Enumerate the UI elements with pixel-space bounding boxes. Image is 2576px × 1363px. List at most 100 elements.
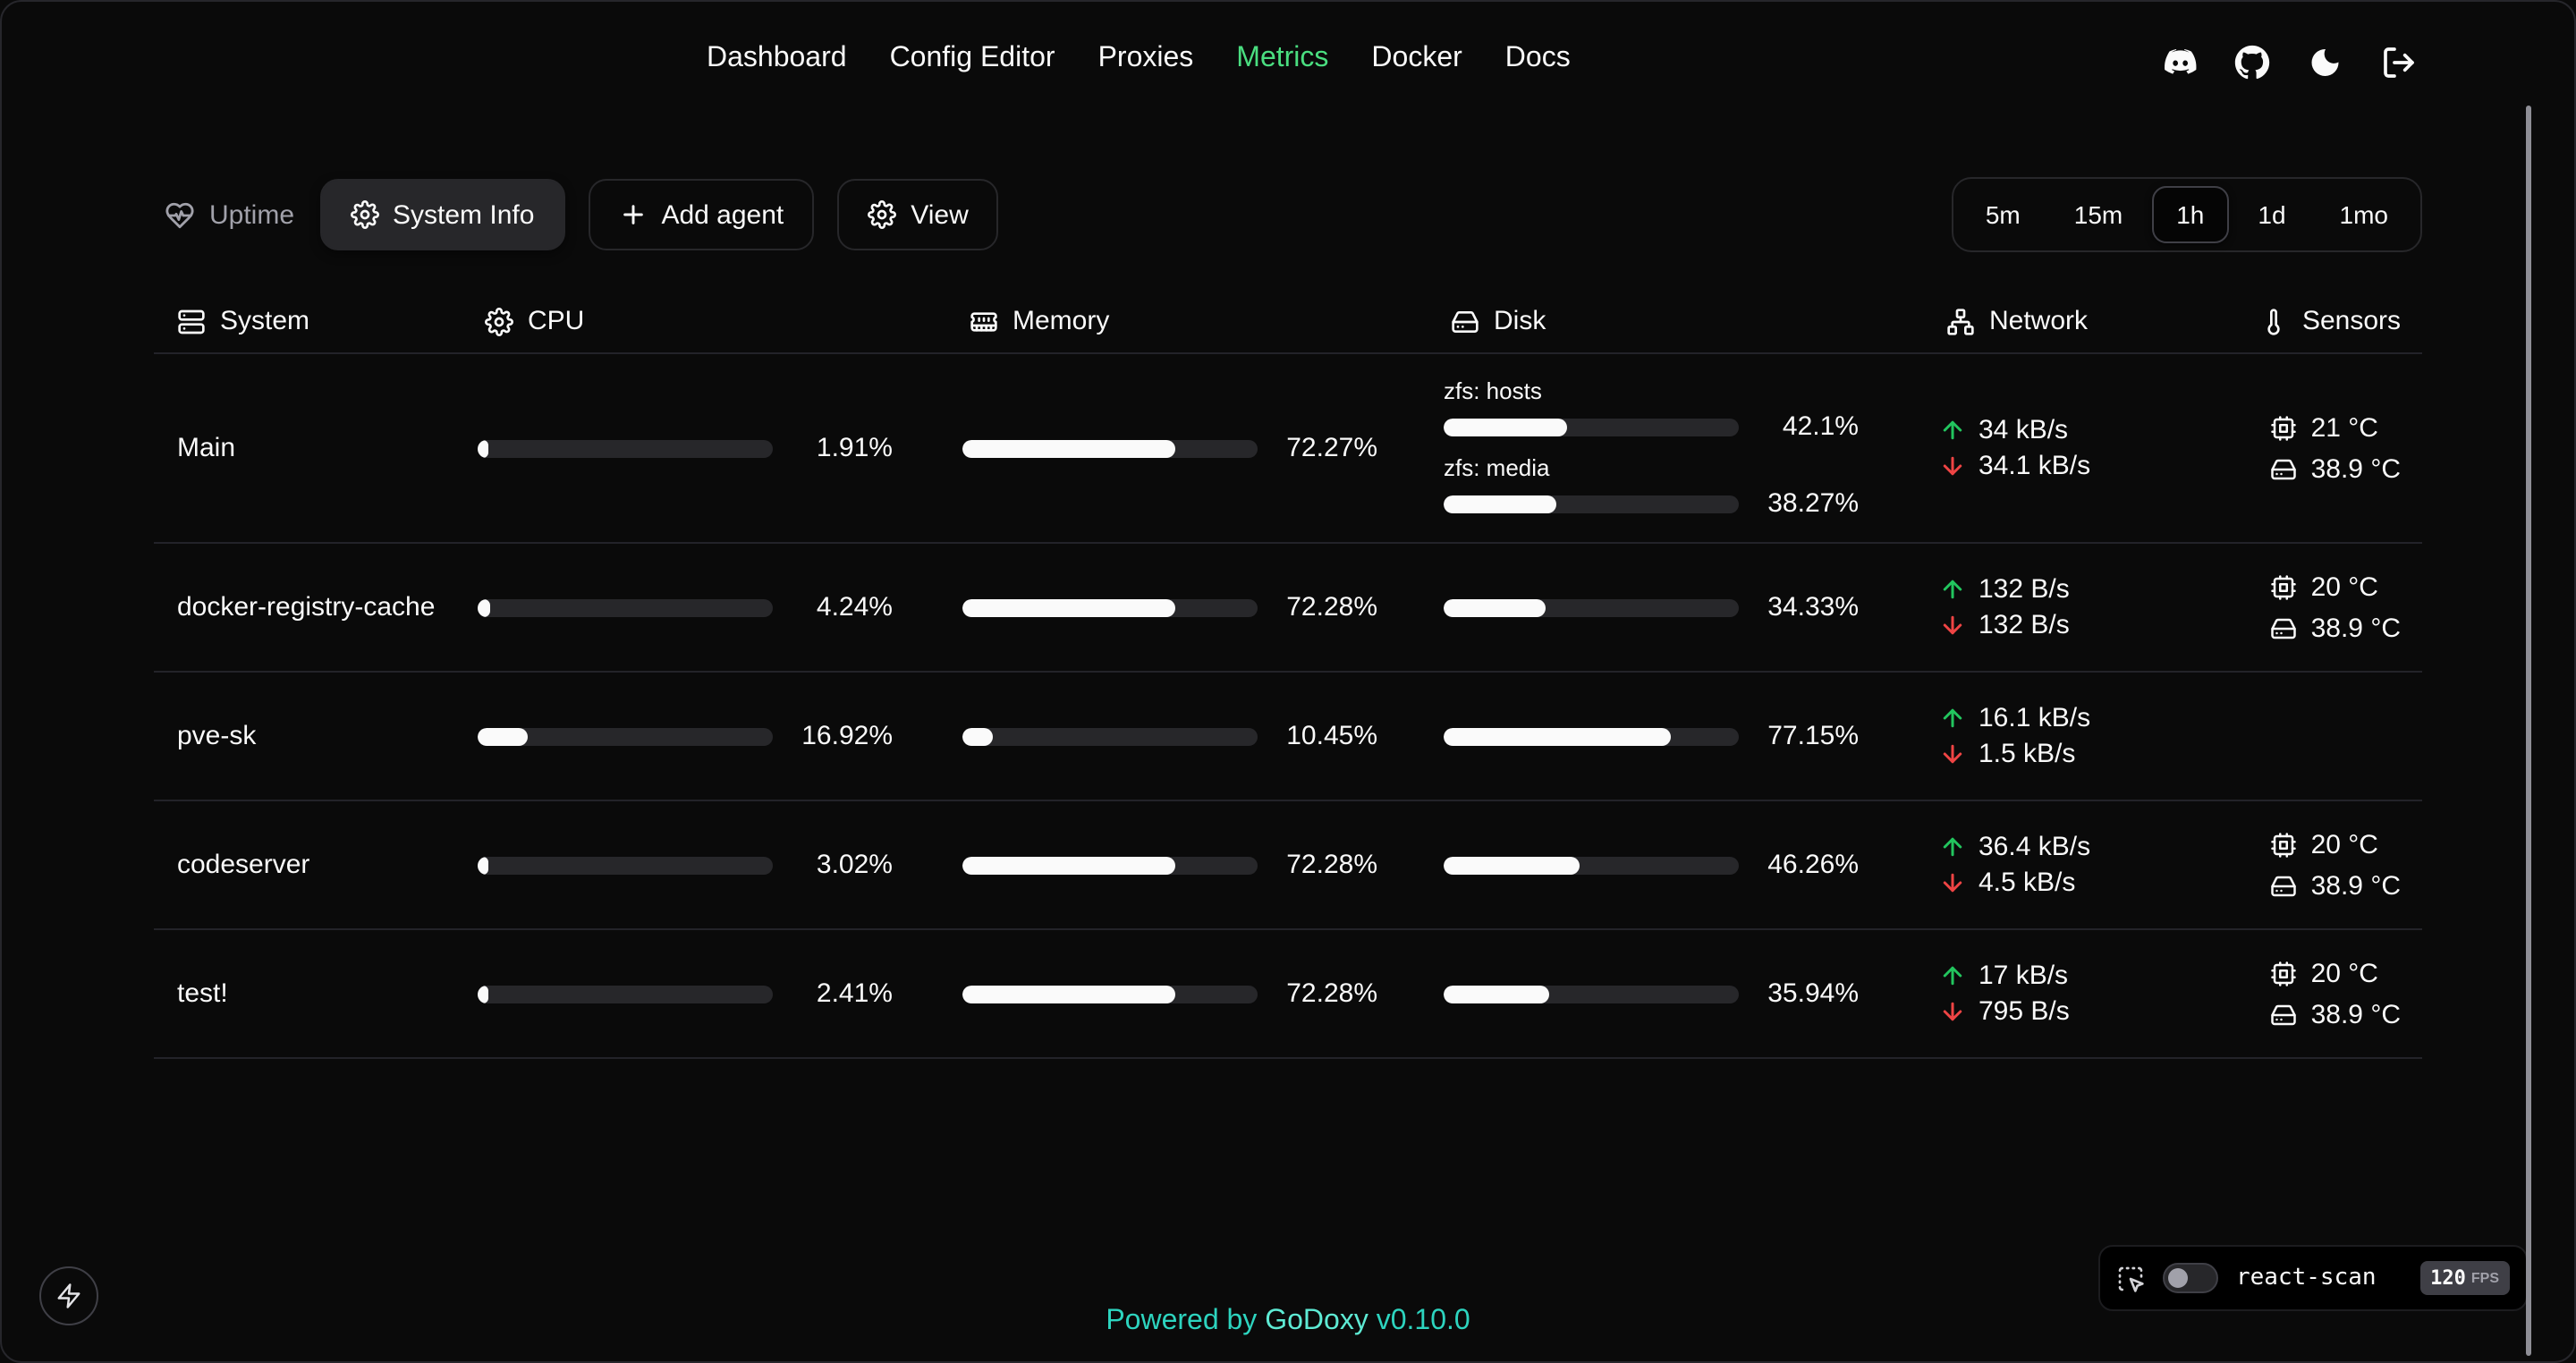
header-sensors-label: Sensors xyxy=(2301,306,2401,336)
godoxy-link[interactable]: GoDoxy xyxy=(1265,1306,1368,1336)
uptime-tab[interactable]: Uptime xyxy=(154,199,319,230)
sensor-reading: 38.9 °C xyxy=(2270,613,2401,643)
memory-icon xyxy=(970,311,997,331)
cpu-usage-bar xyxy=(478,727,773,745)
nav-item-metrics[interactable]: Metrics xyxy=(1236,43,1329,73)
network-cell: 36.4 kB/s 4.5 kB/s xyxy=(1939,832,2252,898)
sensor-reading: 38.9 °C xyxy=(2270,999,2401,1029)
react-scan-label: react-scan xyxy=(2236,1265,2377,1291)
cpu-chip-icon xyxy=(2270,961,2296,986)
footer: Powered by GoDoxy v0.10.0 xyxy=(0,1306,2576,1338)
disk-label: zfs: hosts xyxy=(1444,377,1542,404)
arrow-down-icon xyxy=(1943,456,1962,476)
heart-pulse-icon xyxy=(165,201,194,228)
sensor-block: 20 °C 38.9 °C xyxy=(2270,829,2401,901)
time-range-1d[interactable]: 1d xyxy=(2258,200,2286,229)
table-row: docker-registry-cache 4.24% 72.28% 34.33… xyxy=(154,544,2422,673)
system-cell: Main xyxy=(154,433,478,463)
memory-cell: 72.27% xyxy=(962,433,1444,463)
memory-cell: 72.28% xyxy=(962,978,1444,1009)
version-link[interactable]: v0.10.0 xyxy=(1376,1306,1470,1336)
memory-cell: 72.28% xyxy=(962,850,1444,880)
github-icon[interactable] xyxy=(2233,43,2272,82)
disk-cell: 77.15% xyxy=(1444,698,1939,775)
arrow-down-icon xyxy=(1943,744,1962,764)
disk-meter: 46.26% xyxy=(1444,850,1939,880)
add-agent-button[interactable]: Add agent xyxy=(588,179,815,250)
hard-drive-icon xyxy=(2270,1003,2296,1025)
scrollbar-thumb[interactable] xyxy=(2526,106,2531,1356)
view-button[interactable]: View xyxy=(837,179,999,250)
disk-usage-value: 34.33% xyxy=(1767,592,1859,622)
hard-drive-icon xyxy=(1452,310,1479,332)
cpu-usage-value: 3.02% xyxy=(816,850,893,880)
cpu-usage-value: 16.92% xyxy=(801,721,893,751)
network-upload: 16.1 kB/s xyxy=(1939,703,2090,733)
hard-drive-icon xyxy=(2270,458,2296,479)
nav-actions xyxy=(2159,43,2419,82)
arrow-down-icon xyxy=(1943,615,1962,635)
time-range-5m[interactable]: 5m xyxy=(1985,200,2021,229)
zap-icon xyxy=(57,1283,80,1308)
time-range-1mo[interactable]: 1mo xyxy=(2339,200,2388,229)
sensors-cell: 20 °C 38.9 °C xyxy=(2252,829,2422,901)
disk-meter: 77.15% xyxy=(1444,721,1939,751)
disk-usage-bar xyxy=(1444,985,1739,1003)
main-nav: Dashboard Config Editor Proxies Metrics … xyxy=(707,43,1571,75)
disk-usage-bar-fill xyxy=(1444,495,1557,512)
arrow-up-icon xyxy=(1943,420,1962,440)
memory-usage-value: 10.45% xyxy=(1286,721,1377,751)
sensor-temp-value: 20 °C xyxy=(2310,571,2378,602)
net-down-value: 34.1 kB/s xyxy=(1979,451,2091,481)
net-down-value: 795 B/s xyxy=(1979,996,2070,1027)
nav-item-config-editor[interactable]: Config Editor xyxy=(889,43,1055,73)
disk-usage-bar xyxy=(1444,418,1739,436)
quick-actions-button[interactable] xyxy=(39,1266,98,1325)
disk-usage-bar-fill xyxy=(1444,727,1672,745)
nav-item-docs[interactable]: Docs xyxy=(1504,43,1571,73)
header-disk-label: Disk xyxy=(1494,306,1546,336)
gear-icon xyxy=(350,200,378,229)
metrics-toolbar: Uptime System Info Add agent View 5m 15m… xyxy=(154,175,2422,254)
sensor-block: 21 °C 38.9 °C xyxy=(2270,412,2401,484)
plus-icon xyxy=(623,205,643,224)
table-body: Main 1.91% 72.27% zfs: hosts 42.1% zfs: me… xyxy=(154,354,2422,1059)
system-name: Main xyxy=(177,433,236,463)
fps-badge: 120 FPS xyxy=(2419,1261,2510,1295)
memory-usage-bar xyxy=(962,598,1258,616)
time-range-1h[interactable]: 1h xyxy=(2151,186,2230,243)
system-name: test! xyxy=(177,978,228,1009)
time-range-15m[interactable]: 15m xyxy=(2073,200,2123,229)
disk-usage-value: 46.26% xyxy=(1767,850,1859,880)
nav-item-dashboard[interactable]: Dashboard xyxy=(707,43,847,73)
react-scan-toggle[interactable] xyxy=(2163,1263,2218,1293)
cpu-usage-bar-fill xyxy=(478,439,488,457)
network-upload: 17 kB/s xyxy=(1939,961,2068,991)
sensor-temp-value: 38.9 °C xyxy=(2310,613,2401,643)
nav-item-proxies[interactable]: Proxies xyxy=(1097,43,1194,73)
net-up-value: 36.4 kB/s xyxy=(1979,832,2091,862)
disk-cell: 34.33% xyxy=(1444,569,1939,646)
disk-usage-bar-fill xyxy=(1444,418,1568,436)
header-sensors: Sensors xyxy=(2252,306,2422,336)
nav-item-docker[interactable]: Docker xyxy=(1371,43,1462,73)
memory-usage-bar-fill xyxy=(962,727,994,745)
moon-icon[interactable] xyxy=(2306,43,2345,82)
logout-icon[interactable] xyxy=(2379,43,2419,82)
sensor-block: 20 °C 38.9 °C xyxy=(2270,571,2401,643)
cpu-usage-bar xyxy=(478,985,773,1003)
systems-metrics-table: System CPU Memory Disk Network Sensors xyxy=(154,290,2422,1059)
system-cell: codeserver xyxy=(154,850,478,880)
gear-icon xyxy=(868,200,897,229)
system-info-button[interactable]: System Info xyxy=(319,179,565,250)
cpu-usage-bar xyxy=(478,439,773,457)
inspect-icon[interactable] xyxy=(2116,1264,2145,1292)
table-row: Main 1.91% 72.27% zfs: hosts 42.1% zfs: me… xyxy=(154,354,2422,544)
network-upload: 36.4 kB/s xyxy=(1939,832,2090,862)
disk-usage-bar xyxy=(1444,495,1739,512)
discord-icon[interactable] xyxy=(2159,43,2199,82)
memory-usage-bar xyxy=(962,985,1258,1003)
arrow-down-icon xyxy=(1943,873,1962,893)
disk-usage-value: 77.15% xyxy=(1767,721,1859,751)
